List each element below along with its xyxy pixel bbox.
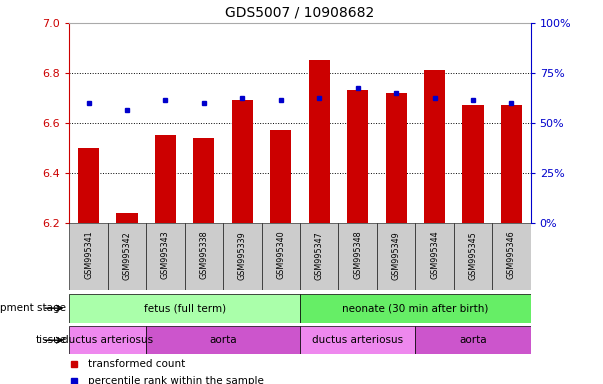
Bar [454,223,492,290]
Text: GSM995344: GSM995344 [430,231,439,280]
Bar [377,223,415,290]
Text: GSM995346: GSM995346 [507,231,516,280]
Text: GSM995349: GSM995349 [391,231,400,280]
Bar [424,71,445,223]
Bar [415,326,531,354]
Bar [492,223,531,290]
Bar [347,90,368,223]
Bar [116,213,137,223]
Bar [300,326,415,354]
Text: transformed count: transformed count [88,359,185,369]
Bar [338,223,377,290]
Text: ductus arteriosus: ductus arteriosus [312,335,403,345]
Bar [232,100,253,223]
Bar [185,223,223,290]
Bar [146,223,185,290]
Text: GSM995341: GSM995341 [84,231,93,280]
Bar [300,223,338,290]
Bar [501,106,522,223]
Bar [309,61,330,223]
Bar [108,223,146,290]
Text: GSM995339: GSM995339 [238,231,247,280]
Text: GSM995345: GSM995345 [469,231,478,280]
Text: GSM995338: GSM995338 [200,231,209,280]
Text: GSM995340: GSM995340 [276,231,285,280]
Bar [69,294,300,323]
Text: GSM995342: GSM995342 [122,231,131,280]
Bar [223,223,262,290]
Bar [78,148,99,223]
Text: GSM995343: GSM995343 [161,231,170,280]
Text: GSM995347: GSM995347 [315,231,324,280]
Bar [415,223,453,290]
Bar [463,106,484,223]
Text: tissue: tissue [35,335,66,345]
Text: GSM995348: GSM995348 [353,231,362,280]
Bar [146,326,300,354]
Text: ductus arteriosus: ductus arteriosus [62,335,153,345]
Text: neonate (30 min after birth): neonate (30 min after birth) [342,303,488,313]
Bar [270,131,291,223]
Bar [385,93,406,223]
Text: aorta: aorta [209,335,237,345]
Text: fetus (full term): fetus (full term) [144,303,226,313]
Bar [262,223,300,290]
Bar [194,138,215,223]
Text: development stage: development stage [0,303,66,313]
Title: GDS5007 / 10908682: GDS5007 / 10908682 [226,5,374,19]
Bar [300,294,531,323]
Text: percentile rank within the sample: percentile rank within the sample [88,376,264,384]
Text: aorta: aorta [459,335,487,345]
Bar [155,136,176,223]
Bar [69,326,146,354]
Bar [69,223,108,290]
